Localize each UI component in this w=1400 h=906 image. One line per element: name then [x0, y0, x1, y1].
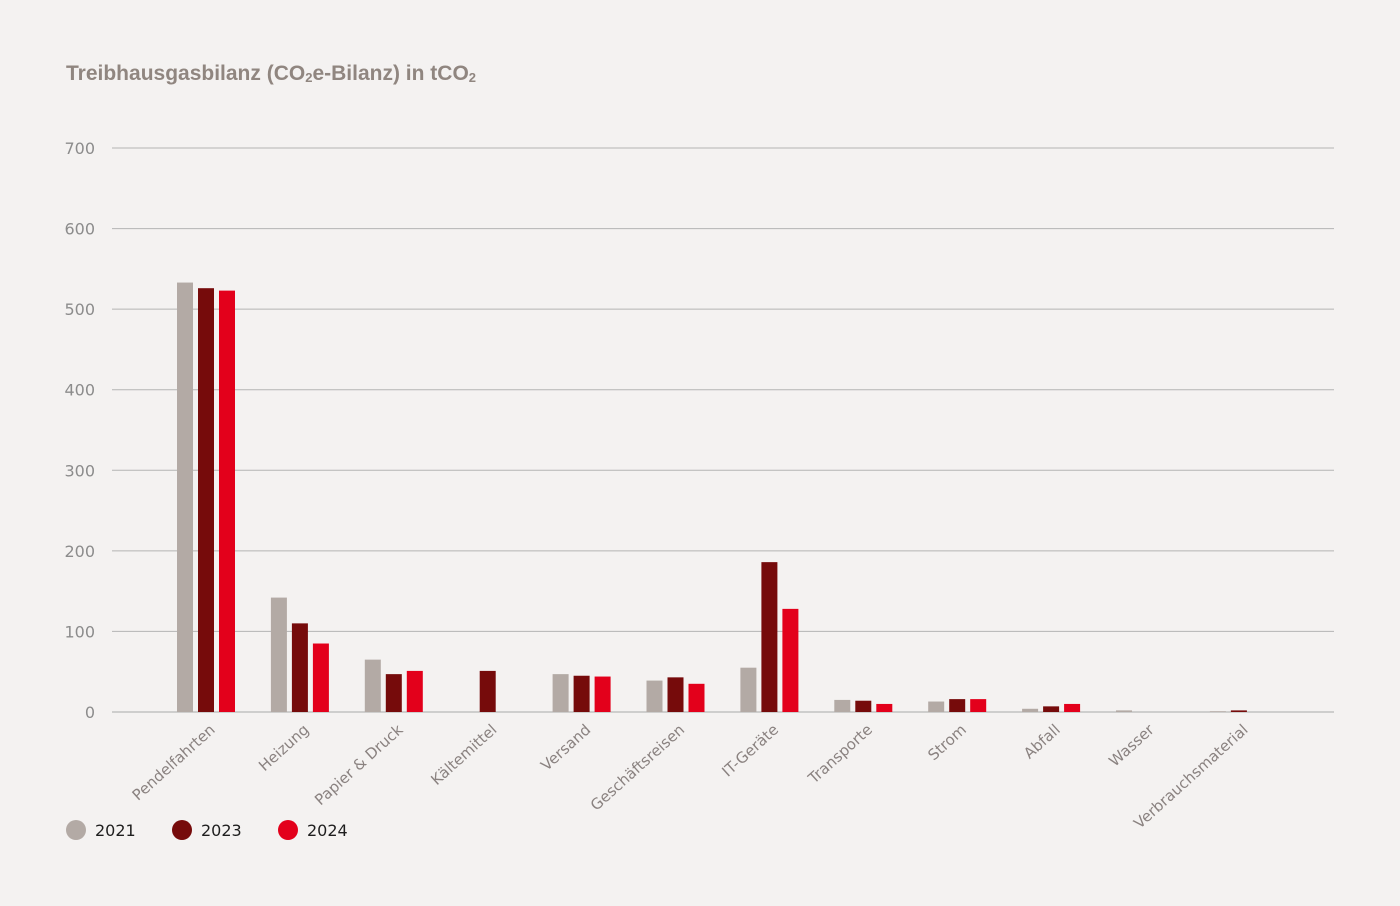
bar-2023-3[interactable]: [479, 670, 496, 712]
bar-2021-10[interactable]: [1116, 710, 1132, 712]
y-tick-label-300: 300: [64, 461, 95, 480]
bar-2023-1[interactable]: [291, 623, 308, 712]
legend-label-2023: 2023: [201, 820, 242, 840]
x-tick-label-1: Heizung: [255, 721, 312, 775]
y-tick-label-400: 400: [64, 381, 95, 400]
x-tick-label-10: Wasser: [1105, 720, 1158, 770]
legend-label-2021: 2021: [95, 820, 136, 840]
bar-2024-2[interactable]: [406, 670, 423, 712]
legend-swatch-2023: [172, 820, 192, 840]
bar-2021-5[interactable]: [646, 680, 663, 712]
y-tick-label-500: 500: [64, 300, 95, 319]
label-layer: 0 100 200 300 400 500 600 700 Pendelfahrten Heizu…: [64, 139, 1251, 832]
x-tick-label-7: Transporte: [804, 721, 876, 788]
bar-2023-8[interactable]: [949, 699, 966, 712]
bar-2021-4[interactable]: [552, 674, 569, 712]
bar-2021-7[interactable]: [834, 699, 851, 712]
chart-title: Treibhausgasbilanz (CO2e-Bilanz) in tCO2: [66, 62, 476, 86]
bar-2024-9[interactable]: [1064, 703, 1081, 712]
bar-2021-2[interactable]: [364, 659, 381, 712]
bar-2023-7[interactable]: [855, 700, 872, 712]
x-tick-label-9: Abfall: [1020, 721, 1064, 763]
y-tick-label-0: 0: [85, 703, 95, 722]
legend-swatch-2024: [278, 820, 298, 840]
bar-2024-7[interactable]: [876, 703, 893, 712]
bar-2021-11[interactable]: [1209, 711, 1226, 712]
bar-2023-6[interactable]: [761, 562, 778, 712]
x-tick-label-5: Geschäftsreisen: [587, 721, 688, 815]
bar-2021-0[interactable]: [177, 282, 193, 712]
bar-2023-2[interactable]: [385, 674, 402, 712]
x-tick-label-8: Strom: [924, 721, 970, 765]
y-tick-label-600: 600: [64, 220, 95, 239]
legend-item-2021[interactable]: 2021: [66, 820, 172, 840]
title-subscript-1: 2: [305, 70, 313, 85]
bar-2023-5[interactable]: [667, 677, 684, 712]
legend-item-2024[interactable]: 2024: [278, 820, 384, 840]
y-tick-label-100: 100: [64, 622, 95, 641]
bar-2021-1[interactable]: [270, 597, 287, 712]
bar-2021-9[interactable]: [1022, 708, 1039, 712]
bar-2021-8[interactable]: [928, 701, 945, 712]
x-tick-label-4: Versand: [537, 721, 594, 775]
title-subscript-2: 2: [468, 70, 477, 85]
title-mid: e-Bilanz) in tCO: [312, 62, 469, 85]
x-tick-label-6: IT-Geräte: [718, 721, 782, 781]
y-tick-label-700: 700: [64, 139, 95, 158]
legend-label-2024: 2024: [307, 820, 348, 840]
legend: 2021 2023 2024: [66, 820, 384, 840]
bar-layer: [177, 282, 1247, 712]
bar-2024-8[interactable]: [970, 699, 987, 712]
y-tick-label-200: 200: [64, 542, 95, 561]
bar-2024-5[interactable]: [688, 683, 705, 712]
bar-2024-4[interactable]: [594, 676, 611, 712]
x-tick-label-0: Pendelfahrten: [129, 721, 219, 805]
x-tick-label-2: Papier & Druck: [311, 720, 407, 809]
legend-swatch-2021: [66, 820, 86, 840]
title-main: Treibhausgasbilanz (CO: [66, 62, 306, 85]
legend-item-2023[interactable]: 2023: [172, 820, 278, 840]
bar-2023-4[interactable]: [573, 675, 590, 712]
bar-2021-6[interactable]: [740, 667, 757, 712]
x-tick-label-3: Kältemittel: [427, 721, 500, 789]
bar-2023-0[interactable]: [198, 288, 214, 712]
bar-2023-9[interactable]: [1043, 706, 1060, 712]
bar-2023-11[interactable]: [1230, 710, 1247, 712]
bar-2024-6[interactable]: [782, 608, 799, 712]
bar-2024-0[interactable]: [219, 290, 235, 712]
bar-2024-1[interactable]: [312, 643, 329, 712]
